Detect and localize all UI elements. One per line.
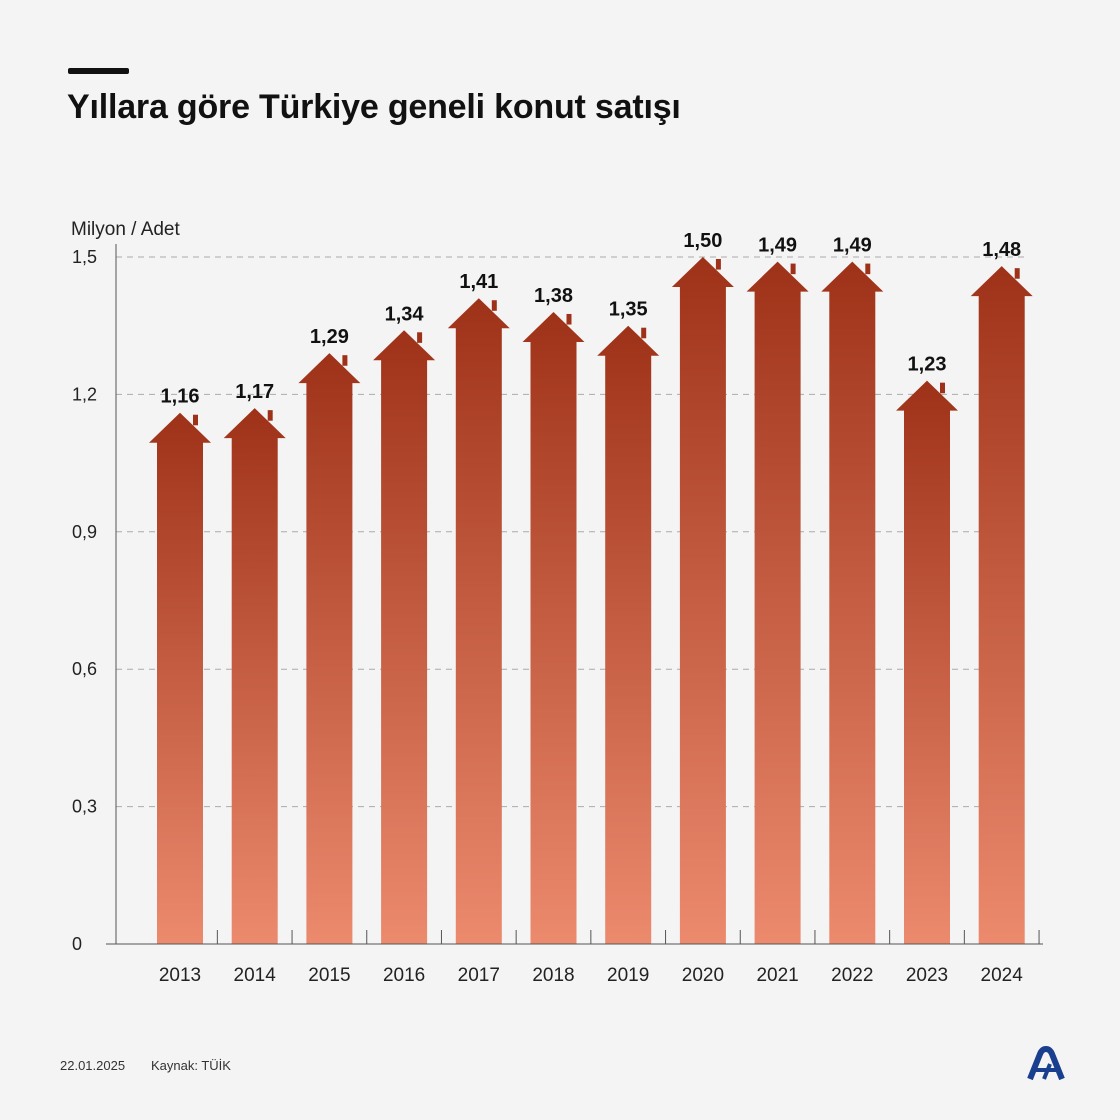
bar-chimney <box>790 263 796 275</box>
x-tick-label: 2018 <box>532 965 574 986</box>
data-label: 1,48 <box>982 239 1021 261</box>
bar-chimney <box>1014 268 1020 279</box>
x-tick-label: 2014 <box>234 965 277 986</box>
data-label: 1,34 <box>385 303 425 325</box>
aa-logo-icon <box>1027 1046 1065 1081</box>
data-label: 1,35 <box>609 299 648 321</box>
bar-2021 <box>746 261 809 945</box>
x-tick-label: 2023 <box>906 965 948 986</box>
bar-2017 <box>447 298 510 945</box>
bar-chimney <box>491 300 497 311</box>
bar-2019 <box>597 325 660 944</box>
x-tick-label: 2024 <box>981 965 1024 986</box>
data-label: 1,17 <box>235 381 274 403</box>
bar-chimney <box>641 327 647 339</box>
bar-2023 <box>896 380 958 944</box>
labels: 0 0,3 0,6 0,9 1,2 1,5 1,16 2013 1,17 2014 1,29 2015… <box>72 230 1023 986</box>
bar-2016 <box>373 330 436 944</box>
y-tick-label: 0 <box>72 934 82 954</box>
bar-chart: 0 0,3 0,6 0,9 1,2 1,5 1,16 2013 1,17 2014 1,29 2015… <box>72 230 1043 986</box>
data-label: 1,38 <box>534 285 573 307</box>
data-label: 1,23 <box>908 354 947 376</box>
x-tick-label: 2015 <box>308 965 350 986</box>
bar-chimney <box>865 263 871 275</box>
data-label: 1,16 <box>161 386 200 408</box>
x-tick-label: 2019 <box>607 965 649 986</box>
x-tick-label: 2013 <box>159 965 201 986</box>
data-label: 1,49 <box>758 235 797 257</box>
y-tick-label: 0,3 <box>72 797 97 817</box>
bar-2022 <box>821 261 884 945</box>
chart-title: Yıllara göre Türkiye geneli konut satışı <box>67 88 681 126</box>
y-tick-label: 0,6 <box>72 659 97 679</box>
bar-2020 <box>671 257 734 944</box>
x-tick-label: 2017 <box>458 965 500 986</box>
x-tick-label: 2022 <box>831 965 873 986</box>
bar-chimney <box>267 410 273 421</box>
data-label: 1,49 <box>833 235 872 257</box>
x-tick-label: 2021 <box>756 965 798 986</box>
data-label: 1,50 <box>683 230 722 252</box>
title-accent-bar <box>68 68 129 74</box>
y-tick-label: 0,9 <box>72 522 97 542</box>
footer-date: 22.01.2025 <box>60 1058 126 1073</box>
bar-chimney <box>940 382 945 394</box>
y-tick-label: 1,2 <box>72 384 97 404</box>
footer-source: Kaynak: TÜİK <box>151 1058 231 1073</box>
bar-2013 <box>149 412 211 945</box>
bar-2024 <box>970 266 1033 944</box>
x-tick-label: 2020 <box>682 965 724 986</box>
bar-chimney <box>193 414 198 426</box>
bar-chimney <box>715 259 721 270</box>
bar-chimney <box>342 355 348 366</box>
y-axis-unit-label: Milyon / Adet <box>71 219 180 240</box>
data-label: 1,29 <box>310 326 349 348</box>
bar-2015 <box>298 353 361 944</box>
bars <box>149 257 1033 945</box>
axes <box>106 244 1043 945</box>
bar-2018 <box>522 311 585 945</box>
data-label: 1,41 <box>459 271 498 293</box>
y-tick-label: 1,5 <box>72 247 97 267</box>
x-tick-label: 2016 <box>383 965 425 986</box>
bar-chimney <box>566 313 572 325</box>
bar-2014 <box>223 408 286 944</box>
bar-chimney <box>417 332 423 343</box>
